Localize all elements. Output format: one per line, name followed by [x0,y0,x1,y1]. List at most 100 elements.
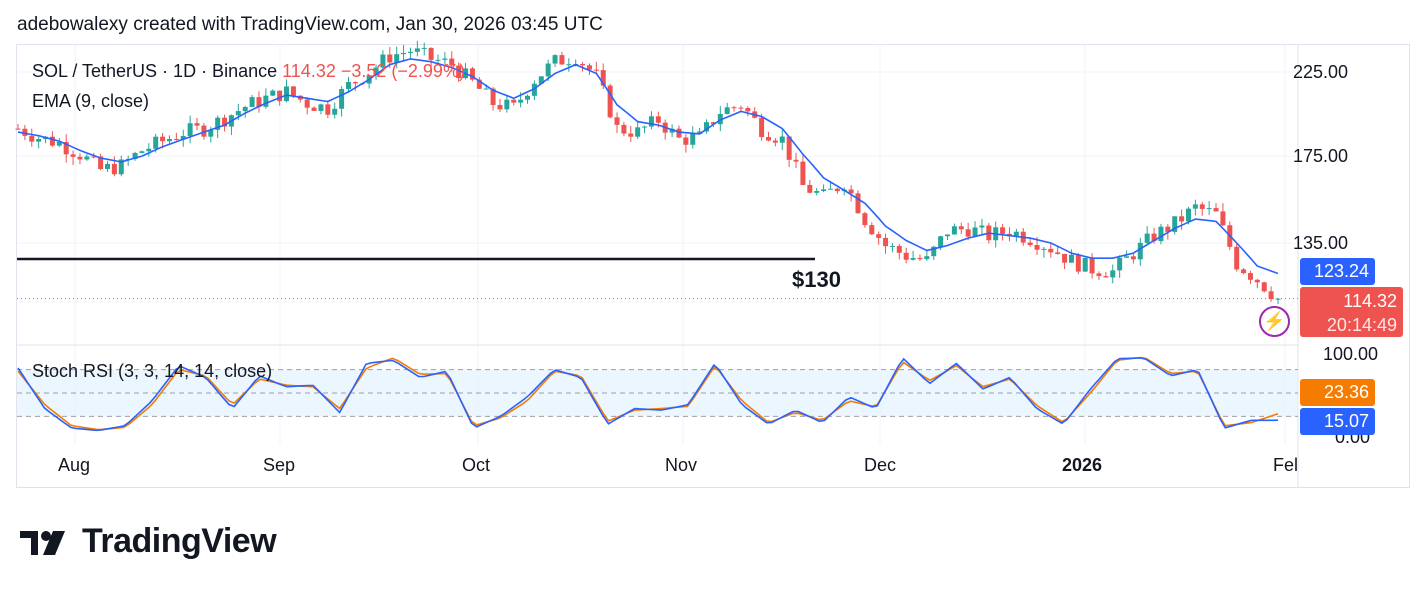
candle-body [958,226,964,230]
candle-body [483,88,489,90]
symbol-legend: SOL / TetherUS · 1D · Binance 114.32 −3.… [32,61,465,82]
candle-body [421,47,427,49]
candle-body [1062,253,1068,263]
price-tick-225: 225.00 [1292,62,1348,82]
candle-body [242,106,248,112]
candle-body [1089,257,1095,274]
candle-body [827,188,833,190]
candle-body [1013,231,1019,237]
candle-body [621,124,627,134]
candle-body [256,97,262,107]
candle-body [1254,279,1260,283]
brand-name: TradingView [82,522,277,560]
candle-body [456,65,462,79]
candle-body [1151,233,1157,242]
candle-body [724,107,730,115]
candle-body [1041,248,1047,250]
candle-body [566,64,572,66]
candle-body [1055,252,1061,254]
candle-body [270,90,276,96]
last-price-value: 114.32 [1343,291,1397,311]
candle-body [924,256,930,260]
tradingview-logo-icon [20,530,65,555]
price-tick-135: 135.00 [1292,233,1348,253]
candle-body [49,136,55,146]
candle-body [710,122,716,125]
last-price-badge: 114.32 20:14:49 [1300,287,1403,337]
candle-body [965,229,971,237]
candle-body [642,126,648,128]
candle-body [394,54,400,63]
candle-body [187,123,193,137]
ema-value-badge: 123.24 [1300,258,1375,285]
candle-body [800,161,806,185]
candle-body [1213,208,1219,212]
candle-body [862,213,868,226]
candle-body [36,139,42,142]
stoch-k-line [17,357,1279,432]
candle-body [1117,257,1123,271]
time-label-sep: Sep [263,455,296,475]
candle-body [628,133,634,137]
candle-body [435,59,441,61]
price-change-legend: −3.52 (−2.99%) [340,61,465,81]
candle-body [332,108,338,115]
candle-body [511,99,517,103]
stoch-legend: Stoch RSI (3, 3, 14, 14, close) [32,361,273,381]
ema-line [17,58,1279,275]
candle-body [118,159,124,175]
candle-body [1268,291,1274,300]
candle-body [910,258,916,260]
candle-body [153,136,159,149]
candle-body [545,63,551,77]
lightning-icon[interactable]: ⚡ [1259,306,1290,337]
candle-body [1000,227,1006,234]
candle-body [1130,256,1136,260]
candle-body [745,108,751,112]
candle-body [497,105,503,110]
candle-body [442,58,448,60]
candle-body [1234,246,1240,270]
candle-body [166,138,172,142]
time-label-nov: Nov [665,455,698,475]
candle-body [1103,276,1109,278]
candle-body [889,245,895,247]
candle-body [896,245,902,253]
candle-body [814,190,820,193]
candle-body [98,156,104,170]
candle-body [1172,216,1178,232]
candle-body [552,55,558,64]
candle-body [883,237,889,247]
tradingview-logo[interactable]: TradingView [20,522,277,561]
candle-body [345,82,351,90]
candle-body [469,68,475,80]
candle-body [586,65,592,70]
candle-body [22,128,28,136]
candle-body [1165,226,1171,232]
candle-body [821,189,827,191]
candle-body [1075,254,1081,272]
price-tick-175: 175.00 [1292,146,1348,166]
stoch-d-badge: 23.36 [1300,379,1375,406]
candle-body [676,128,682,138]
candle-body [1261,282,1267,292]
chart-credit: adebowalexy created with TradingView.com… [17,14,603,35]
candle-body [77,156,83,160]
symbol-title: SOL / TetherUS · 1D · Binance [32,61,278,81]
candle-body [1241,269,1247,274]
candle-body [325,104,331,115]
candle-body [249,97,255,107]
candle-body [1179,216,1185,222]
candle-body [414,48,420,52]
candle-body [1185,208,1191,222]
candle-body [614,117,620,125]
candle-body [1206,208,1212,210]
candle-body [173,138,179,140]
candle-body [635,127,641,137]
time-label-2026: 2026 [1062,455,1103,475]
candle-body [208,129,214,137]
candle-body [593,69,599,71]
candle-body [580,64,586,66]
candle-body [352,82,358,84]
